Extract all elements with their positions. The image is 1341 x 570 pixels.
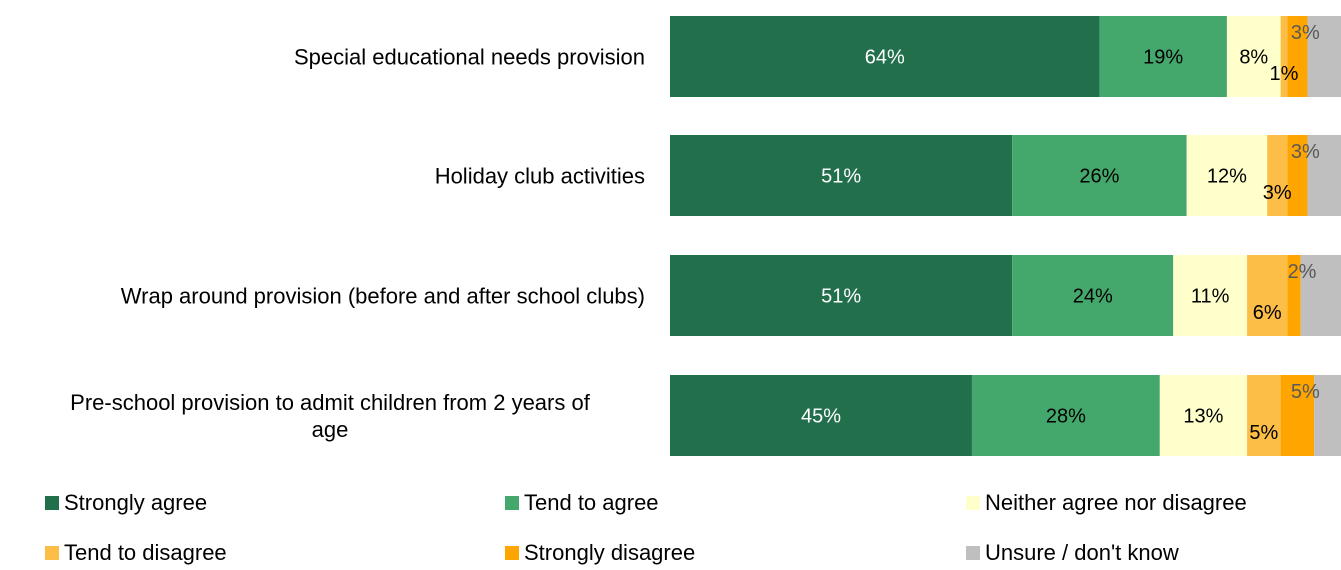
bar-segment <box>1267 135 1288 216</box>
bar-segment <box>1159 375 1248 456</box>
category-label: Holiday club activities <box>435 164 645 189</box>
legend-item: Tend to agree <box>505 490 659 515</box>
bar-data-label: 3% <box>1291 22 1320 44</box>
bar-data-label: 3% <box>1291 141 1320 163</box>
legend-label: Strongly disagree <box>524 540 695 565</box>
legend-label: Unsure / don't know <box>985 540 1179 565</box>
bar-data-label: 51% <box>821 286 861 308</box>
legend-swatch <box>45 496 59 510</box>
category-label: Pre-school provision to admit children f… <box>70 390 591 442</box>
bar-segment <box>971 375 1160 456</box>
bar-segment <box>1186 135 1268 216</box>
legend-item: Tend to disagree <box>45 540 227 565</box>
bar-data-label: 5% <box>1291 381 1320 403</box>
bar-data-label: 8% <box>1239 47 1268 69</box>
legend-swatch <box>966 546 980 560</box>
legend-swatch <box>45 546 59 560</box>
bar-data-label: 5% <box>1249 422 1278 444</box>
legend-label: Tend to agree <box>524 490 659 515</box>
bar-segment <box>670 16 1100 97</box>
bar-data-label: 51% <box>821 166 861 188</box>
bar-segment <box>670 135 1013 216</box>
bar-data-label: 24% <box>1073 286 1113 308</box>
bar-data-label: 13% <box>1183 406 1223 428</box>
legend-swatch <box>505 496 519 510</box>
bar-segment <box>1300 255 1341 336</box>
legend-item: Unsure / don't know <box>966 540 1179 565</box>
bar-data-label: 26% <box>1079 166 1119 188</box>
bar-data-label: 45% <box>801 406 841 428</box>
bar-segment <box>1247 255 1288 336</box>
bar-segment <box>1012 255 1174 336</box>
bar-data-label: 12% <box>1207 166 1247 188</box>
bar-segment <box>670 255 1013 336</box>
bar-data-label: 11% <box>1191 286 1230 308</box>
bar-segment <box>1307 16 1341 97</box>
bar-segment <box>1012 135 1187 216</box>
bar-segment <box>1247 375 1281 456</box>
bar-segment <box>670 375 972 456</box>
bar-segment <box>1287 255 1301 336</box>
legend-item: Neither agree nor disagree <box>966 490 1247 515</box>
bar-segment <box>1287 16 1308 97</box>
bar-data-label: 28% <box>1046 406 1086 428</box>
bar-data-label: 6% <box>1253 302 1282 324</box>
legend-swatch <box>966 496 980 510</box>
category-label: Wrap around provision (before and after … <box>121 284 645 309</box>
bar-data-label: 19% <box>1143 47 1183 69</box>
bar-segment <box>1280 16 1288 97</box>
category-labels: Special educational needs provision Holid… <box>70 45 645 443</box>
bar-segment <box>1280 375 1315 456</box>
bar-data-label: 2% <box>1288 261 1317 283</box>
category-label: Special educational needs provision <box>294 45 645 70</box>
bar-data-label: 64% <box>865 47 905 69</box>
bar-segment <box>1226 16 1281 97</box>
legend-label: Strongly agree <box>64 490 207 515</box>
legend-label: Tend to disagree <box>64 540 227 565</box>
legend-swatch <box>505 546 519 560</box>
bar-segment <box>1307 135 1341 216</box>
bar-segment <box>1287 135 1308 216</box>
bars-group: 64% 19% 8%1% 3% 51% 26% 12% 3% 3% 51% 24% 11% 6% 2% 45… <box>670 16 1341 456</box>
bar-data-label: 3% <box>1263 182 1292 204</box>
bar-segment <box>1173 255 1248 336</box>
bar-data-label: 1% <box>1270 63 1299 85</box>
legend-item: Strongly agree <box>45 490 207 515</box>
legend-item: Strongly disagree <box>505 540 695 565</box>
legend-label: Neither agree nor disagree <box>985 490 1247 515</box>
bar-segment <box>1099 16 1227 97</box>
bar-segment <box>1314 375 1341 456</box>
legend: Strongly agree Tend to agree Neither agree… <box>45 490 1247 565</box>
